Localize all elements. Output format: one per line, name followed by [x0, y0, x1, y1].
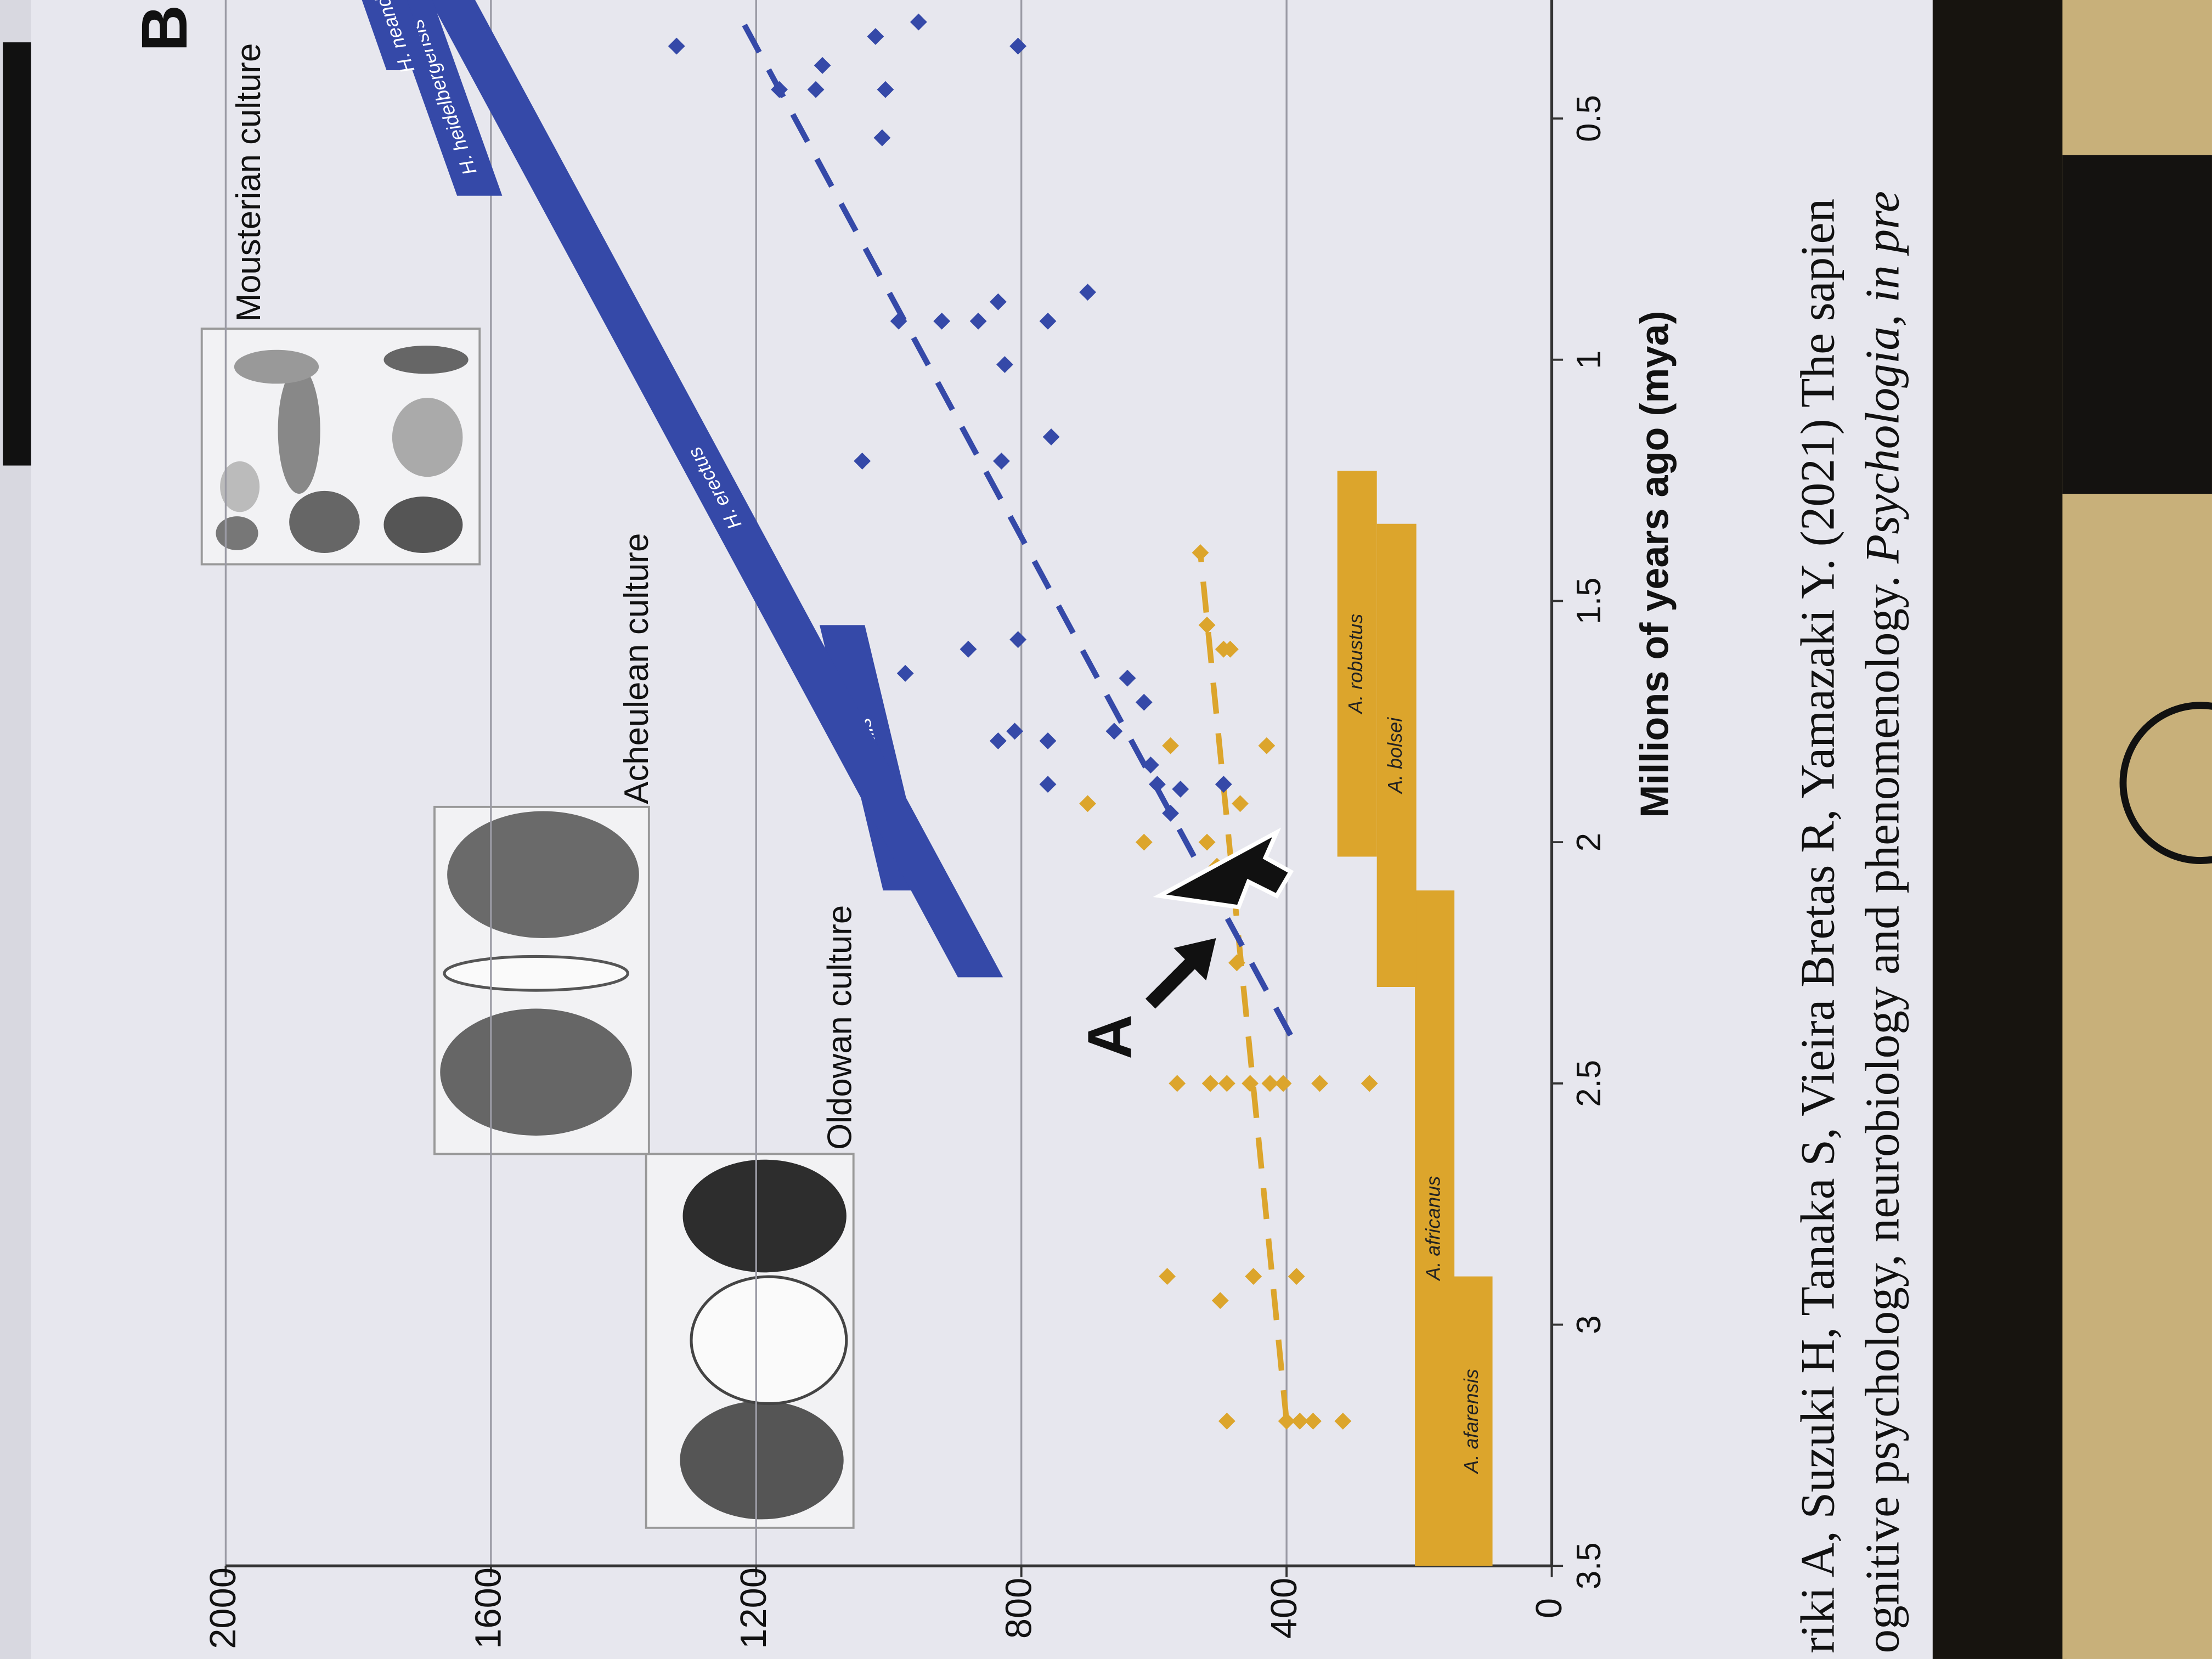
y-tick-label: 0: [1528, 1598, 1570, 1618]
culture-label: Mousterian culture: [230, 43, 268, 322]
data-point: [1198, 833, 1216, 851]
data-point: [668, 37, 685, 55]
citation: ognitive psychology, neurobiology and ph…: [1856, 191, 1909, 1653]
data-point: [814, 57, 831, 74]
trend-line: [740, 20, 1293, 1037]
data-point: [1221, 640, 1239, 658]
slide-background: [0, 0, 1947, 1659]
data-point: [1105, 723, 1123, 740]
culture-label: Acheulean culture: [618, 533, 656, 804]
y-tick-label: 1600: [468, 1567, 509, 1649]
tool-box-mousterian: [200, 328, 481, 566]
data-point: [996, 356, 1013, 373]
species-range: [1453, 1276, 1493, 1566]
x-tick-label: 2: [1570, 833, 1608, 851]
x-tick-label: 1: [1570, 351, 1608, 369]
data-point: [877, 81, 894, 98]
wall-shadow: [2062, 155, 2212, 494]
mouse-cursor: [1153, 827, 1294, 910]
data-point: [1079, 795, 1096, 812]
species-label: A. robustus: [1344, 614, 1367, 715]
data-point: [807, 81, 825, 98]
data-point: [1042, 428, 1060, 445]
data-point: [1245, 1268, 1262, 1285]
species-label: A. africanus: [1422, 1176, 1444, 1282]
tool-box-acheulean: [433, 805, 650, 1155]
y-tick-label: 400: [1263, 1578, 1305, 1639]
data-point: [989, 732, 1007, 749]
data-point: [1228, 954, 1245, 972]
data-point: [867, 28, 884, 45]
data-point: [969, 312, 987, 330]
data-point: [1218, 1413, 1235, 1430]
data-point: [1079, 284, 1096, 301]
y-tick-label: 800: [998, 1578, 1039, 1639]
data-point: [1039, 776, 1057, 793]
citation-journal: Psychologia, in pre: [1856, 191, 1909, 564]
species-range: [362, 0, 432, 71]
annotation-arrow: [1145, 938, 1216, 1009]
data-point: [1009, 631, 1027, 648]
data-point: [910, 13, 927, 31]
data-point: [1242, 1075, 1259, 1092]
citation: riki A, Suzuki H, Tanaka S, Vieira Breta…: [1791, 199, 1844, 1654]
y-tick-label: 2000: [202, 1567, 244, 1649]
annotation-label: A: [1075, 1014, 1144, 1059]
x-tick-label: 1.5: [1570, 578, 1608, 625]
title-fragment: [3, 42, 31, 466]
data-point: [1169, 1075, 1186, 1092]
trend-line: [1197, 552, 1290, 1421]
data-point: [1006, 723, 1024, 740]
species-label: A. afarensis: [1460, 1369, 1482, 1474]
x-axis-label: Millions of years ago (mya): [1633, 311, 1677, 818]
data-point: [854, 452, 871, 470]
x-tick-label: 0.5: [1570, 95, 1608, 142]
data-point: [993, 452, 1010, 470]
x-tick-label: 3: [1570, 1315, 1608, 1334]
tool-box-oldowan: [645, 1153, 855, 1529]
panel-label: B: [128, 5, 201, 52]
data-point: [1192, 544, 1209, 561]
citation-text: ognitive psychology, neurobiology and ph…: [1856, 563, 1909, 1654]
data-point: [933, 312, 951, 330]
cable: [2119, 702, 2212, 864]
data-point: [1201, 1075, 1219, 1092]
data-point: [1162, 737, 1180, 754]
data-point: [1258, 737, 1276, 754]
data-point: [1159, 1268, 1176, 1285]
data-point: [1039, 732, 1057, 749]
data-point: [1291, 1413, 1308, 1430]
species-range: [1415, 890, 1455, 1566]
species-range: [1376, 523, 1417, 987]
x-tick-label: 3.5: [1570, 1542, 1608, 1589]
species-range: [430, 0, 1003, 978]
data-point: [1311, 1075, 1328, 1092]
data-point: [890, 312, 907, 330]
plot: 0 400 800 1200 1600 2000 3.5 3 2.5 2 1.5 1 0.5 A. afa…: [202, 0, 1608, 1649]
data-point: [960, 640, 977, 658]
annotation-layer: A: [1075, 827, 1294, 1059]
culture-label: Oldowan culture: [821, 905, 859, 1150]
data-point: [1211, 1292, 1229, 1310]
y-tick-label: 1200: [733, 1567, 774, 1649]
data-point: [771, 81, 788, 98]
data-point: [1218, 1075, 1235, 1092]
species-range: [1337, 470, 1377, 857]
monitor-bezel: [1932, 0, 2067, 1659]
data-point: [1119, 669, 1136, 687]
data-point: [1142, 756, 1159, 774]
species-label: A. bolsei: [1384, 717, 1406, 794]
data-point: [1172, 780, 1189, 798]
data-point: [1149, 776, 1166, 793]
data-point: [873, 129, 891, 146]
data-point: [1039, 312, 1057, 330]
x-tick-label: 2.5: [1570, 1060, 1608, 1107]
data-point: [896, 664, 914, 682]
data-point: [1274, 1075, 1292, 1092]
